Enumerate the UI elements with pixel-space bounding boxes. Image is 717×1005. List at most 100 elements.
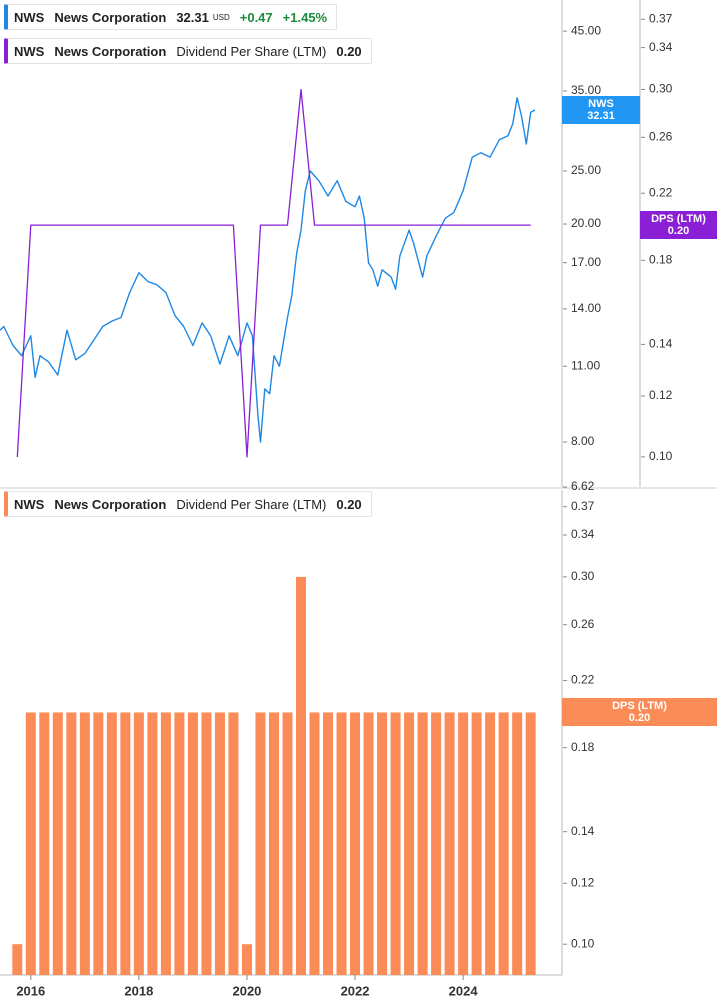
y-tick-label: 17.00 <box>571 255 601 269</box>
badge-label: DPS (LTM) <box>651 213 706 226</box>
bar <box>106 712 117 975</box>
bar <box>485 712 496 975</box>
bar <box>377 712 388 975</box>
bar <box>187 712 198 975</box>
y-tick-label: 20.00 <box>571 216 601 230</box>
y-tick-label: 25.00 <box>571 163 601 177</box>
bar <box>417 712 428 975</box>
dps-bar-badge: DPS (LTM) 0.20 <box>562 698 717 727</box>
y2-tick-label: 0.18 <box>649 252 673 266</box>
change-pct: +1.45% <box>282 9 328 25</box>
price-legend: NWS News Corporation 32.31 USD +0.47 +1.… <box>4 4 338 30</box>
y2-tick-label: 0.14 <box>649 337 673 351</box>
y2-tick-label: 0.10 <box>649 449 673 463</box>
y-tick-label: 0.10 <box>571 936 595 950</box>
bar <box>241 944 252 975</box>
bar <box>201 712 212 975</box>
y-tick-label: 14.00 <box>571 301 601 315</box>
bar <box>52 712 63 975</box>
bar <box>336 712 347 975</box>
change: +0.47 <box>239 9 273 25</box>
y-tick-label: 35.00 <box>571 83 601 97</box>
x-tick-label: 2022 <box>341 983 370 998</box>
y-tick-label: 0.26 <box>571 617 595 631</box>
bar <box>160 712 171 975</box>
y-tick-label: 0.37 <box>571 499 595 513</box>
bar <box>79 712 90 975</box>
last-value: 0.20 <box>336 496 362 512</box>
y2-tick-label: 0.12 <box>649 388 673 402</box>
badge-label: DPS (LTM) <box>612 700 667 713</box>
metric: Dividend Per Share (LTM) <box>176 496 327 512</box>
y-tick-label: 0.18 <box>571 740 595 754</box>
dps-badge: DPS (LTM) 0.20 <box>640 211 717 240</box>
y-tick-label: 0.14 <box>571 824 595 838</box>
bar <box>444 712 455 975</box>
bar <box>363 712 374 975</box>
last-price: 32.31 <box>176 9 209 25</box>
bar <box>282 712 293 975</box>
y-tick-label: 6.62 <box>571 479 595 493</box>
y-tick-label: 45.00 <box>571 23 601 37</box>
bar <box>268 712 279 975</box>
y-tick-label: 0.34 <box>571 527 595 541</box>
currency: USD <box>212 12 230 22</box>
y-tick-label: 0.12 <box>571 875 595 889</box>
dps-bar-legend: NWS News Corporation Dividend Per Share … <box>4 491 372 517</box>
line-series <box>0 97 536 443</box>
badge-value: 32.31 <box>587 109 615 122</box>
metric: Dividend Per Share (LTM) <box>176 43 327 59</box>
bar <box>512 712 523 975</box>
bar <box>404 712 415 975</box>
y-tick-label: 8.00 <box>571 434 595 448</box>
x-tick-label: 2020 <box>232 983 261 998</box>
dps-legend: NWS News Corporation Dividend Per Share … <box>4 38 372 64</box>
symbol: NWS <box>14 43 45 59</box>
bar <box>498 712 509 975</box>
y-tick-label: 11.00 <box>571 358 600 372</box>
bar <box>431 712 442 975</box>
badge-value: 0.20 <box>628 712 651 725</box>
company: News Corporation <box>54 9 167 25</box>
bar <box>120 712 131 975</box>
badge-value: 0.20 <box>667 225 690 238</box>
bar <box>295 576 306 975</box>
badge-label: NWS <box>588 97 614 110</box>
bar <box>255 712 266 975</box>
bar <box>39 712 50 975</box>
line-series <box>16 88 531 458</box>
y2-tick-label: 0.22 <box>649 185 673 199</box>
y2-tick-label: 0.37 <box>649 11 673 25</box>
bar <box>309 712 320 975</box>
symbol: NWS <box>14 9 45 25</box>
y2-tick-label: 0.30 <box>649 82 673 96</box>
bar <box>458 712 469 975</box>
bar <box>93 712 104 975</box>
bar <box>214 712 225 975</box>
bar <box>323 712 334 975</box>
bar <box>390 712 401 975</box>
company: News Corporation <box>54 43 167 59</box>
bar <box>471 712 482 975</box>
last-value: 0.20 <box>336 43 362 59</box>
bar <box>25 712 36 975</box>
bar <box>12 944 23 975</box>
x-tick-label: 2016 <box>16 983 45 998</box>
company: News Corporation <box>54 496 167 512</box>
y2-tick-label: 0.26 <box>649 130 673 144</box>
bar <box>174 712 185 975</box>
bar <box>525 712 536 975</box>
bar <box>133 712 144 975</box>
symbol: NWS <box>14 496 45 512</box>
bar <box>350 712 361 975</box>
x-tick-label: 2024 <box>449 983 479 998</box>
x-tick-label: 2018 <box>124 983 153 998</box>
bar <box>228 712 239 975</box>
bar <box>147 712 158 975</box>
y-tick-label: 0.22 <box>571 673 595 687</box>
price-badge: NWS 32.31 <box>562 95 640 124</box>
bar <box>66 712 77 975</box>
y-tick-label: 0.30 <box>571 569 595 583</box>
